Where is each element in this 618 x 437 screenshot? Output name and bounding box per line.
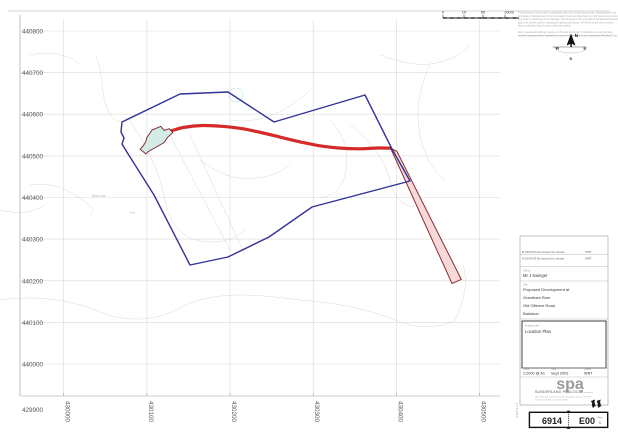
svg-text:430100: 430100 <box>147 401 154 423</box>
svg-text:Client: Client <box>523 269 530 273</box>
svg-text:SUNDERLAND PEACOCK: SUNDERLAND PEACOCK <box>535 390 582 394</box>
svg-text:429900: 429900 <box>22 407 44 414</box>
svg-text:Sept 2003: Sept 2003 <box>551 372 568 376</box>
svg-text:430200: 430200 <box>230 401 237 423</box>
svg-text:WRT: WRT <box>584 372 593 376</box>
svg-text:Date: Date <box>551 368 557 371</box>
svg-text:SHEET 1 of 1: SHEET 1 of 1 <box>516 402 519 418</box>
svg-text:Rev: Rev <box>597 416 603 420</box>
svg-text:430000: 430000 <box>64 401 71 423</box>
svg-text:430400: 430400 <box>396 401 403 423</box>
svg-text:E00: E00 <box>579 416 595 426</box>
svg-text:440700: 440700 <box>22 70 44 77</box>
svg-text:WRT: WRT <box>585 257 592 261</box>
svg-text:Fm: Fm <box>130 211 135 215</box>
svg-text:440800: 440800 <box>22 29 44 36</box>
svg-text:Proposed Development at: Proposed Development at <box>523 287 570 292</box>
svg-text:440400: 440400 <box>22 195 44 202</box>
svg-text:above ordnance datum unless ot: above ordnance datum unless otherwise st… <box>518 25 571 28</box>
svg-text:N: N <box>575 33 578 38</box>
svg-text:A 25/07/03 Re-issued for t: A 25/07/03 Re-issued for tender <box>522 257 564 261</box>
svg-text:W: W <box>556 47 560 51</box>
svg-text:Barkston: Barkston <box>523 311 539 316</box>
svg-text:Unit 2 Fenwick Court, Ransomes: Unit 2 Fenwick Court, Ransomes Europark,… <box>535 396 592 399</box>
svg-text:50: 50 <box>481 10 486 15</box>
svg-text:Old Offence Road: Old Offence Road <box>523 303 555 308</box>
svg-text:440200: 440200 <box>22 278 44 285</box>
svg-text:Scale: Scale <box>523 368 530 371</box>
svg-text:440100: 440100 <box>22 320 44 327</box>
svg-text:B 22/07/04 Re-issued for t: B 22/07/04 Re-issued for tender <box>522 250 565 254</box>
svg-text:Grantham Rom: Grantham Rom <box>523 295 551 300</box>
svg-text:Location Plan: Location Plan <box>525 329 552 334</box>
svg-text:Drawn: Drawn <box>584 368 592 371</box>
svg-text:440000: 440000 <box>22 362 44 369</box>
svg-text:Mr J Swinger: Mr J Swinger <box>523 273 548 278</box>
svg-text:430500: 430500 <box>480 401 487 423</box>
svg-text:architects: architects <box>584 391 594 394</box>
svg-text:6914: 6914 <box>542 416 562 426</box>
svg-text:100m: 100m <box>504 10 515 15</box>
svg-text:WRT: WRT <box>585 250 592 254</box>
svg-text:430300: 430300 <box>313 401 320 423</box>
svg-text:tel 01473 729393 fax 01473 72: tel 01473 729393 fax 01473 729394 <box>535 398 569 401</box>
svg-text:440500: 440500 <box>22 153 44 160</box>
svg-text:10: 10 <box>462 10 467 15</box>
svg-text:1:2000 @ A1: 1:2000 @ A1 <box>523 372 545 376</box>
svg-text:Barcote: Barcote <box>92 193 107 198</box>
svg-text:440300: 440300 <box>22 237 44 244</box>
svg-text:Drawing title: Drawing title <box>525 324 540 328</box>
svg-text:440600: 440600 <box>22 112 44 119</box>
